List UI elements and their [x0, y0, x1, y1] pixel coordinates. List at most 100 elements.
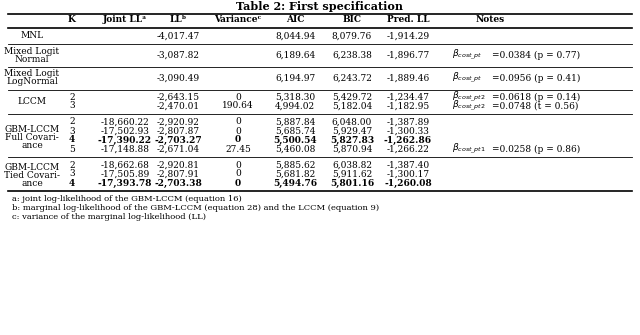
- Text: 5,460.08: 5,460.08: [275, 144, 315, 153]
- Text: ance: ance: [21, 180, 43, 189]
- Text: 190.64: 190.64: [222, 102, 254, 111]
- Text: -1,300.17: -1,300.17: [387, 170, 429, 179]
- Text: -1,387.40: -1,387.40: [387, 160, 429, 170]
- Text: 27.45: 27.45: [225, 144, 251, 153]
- Text: =0.0258 (p = 0.86): =0.0258 (p = 0.86): [492, 144, 580, 153]
- Text: 5,929.47: 5,929.47: [332, 127, 372, 135]
- Text: 3: 3: [69, 170, 75, 179]
- Text: 5,318.30: 5,318.30: [275, 92, 315, 102]
- Text: -18,660.22: -18,660.22: [100, 118, 149, 127]
- Text: -1,266.22: -1,266.22: [387, 144, 429, 153]
- Text: 5,685.74: 5,685.74: [275, 127, 316, 135]
- Text: Varianceᶜ: Varianceᶜ: [214, 14, 262, 23]
- Text: -1,889.46: -1,889.46: [387, 73, 429, 82]
- Text: 4: 4: [69, 135, 75, 144]
- Text: K: K: [68, 14, 76, 23]
- Text: -17,505.89: -17,505.89: [100, 170, 150, 179]
- Text: -2,920.81: -2,920.81: [157, 160, 200, 170]
- Text: 5,827.83: 5,827.83: [330, 135, 374, 144]
- Text: 5,494.76: 5,494.76: [273, 179, 317, 188]
- Text: 2: 2: [69, 118, 75, 127]
- Text: -2,920.92: -2,920.92: [157, 118, 200, 127]
- Text: 0: 0: [235, 179, 241, 188]
- Text: 3: 3: [69, 127, 75, 135]
- Text: a: joint log-likelihood of the GBM-LCCM (equation 16): a: joint log-likelihood of the GBM-LCCM …: [12, 195, 242, 203]
- Text: 5,429.72: 5,429.72: [332, 92, 372, 102]
- Text: =0.0618 (p = 0.14): =0.0618 (p = 0.14): [492, 92, 580, 102]
- Text: -2,703.38: -2,703.38: [154, 179, 202, 188]
- Text: b: marginal log-likelihood of the GBM-LCCM (equation 28) and the LCCM (equation : b: marginal log-likelihood of the GBM-LC…: [12, 204, 379, 212]
- Text: MNL: MNL: [20, 31, 44, 41]
- Text: 6,243.72: 6,243.72: [332, 73, 372, 82]
- Text: BIC: BIC: [342, 14, 362, 23]
- Text: -17,148.88: -17,148.88: [100, 144, 150, 153]
- Text: -1,300.33: -1,300.33: [387, 127, 429, 135]
- Text: 5,885.62: 5,885.62: [275, 160, 315, 170]
- Text: -1,387.89: -1,387.89: [387, 118, 429, 127]
- Text: 4: 4: [69, 179, 75, 188]
- Text: 5,681.82: 5,681.82: [275, 170, 315, 179]
- Text: -2,671.04: -2,671.04: [156, 144, 200, 153]
- Text: GBM-LCCM: GBM-LCCM: [4, 125, 60, 134]
- Text: ance: ance: [21, 141, 43, 150]
- Text: -1,914.29: -1,914.29: [387, 31, 429, 41]
- Text: 5,887.84: 5,887.84: [275, 118, 315, 127]
- Text: Full Covari-: Full Covari-: [5, 133, 59, 142]
- Text: 5,500.54: 5,500.54: [273, 135, 317, 144]
- Text: 8,044.94: 8,044.94: [275, 31, 315, 41]
- Text: =0.0956 (p = 0.41): =0.0956 (p = 0.41): [492, 73, 580, 82]
- Text: 0: 0: [235, 160, 241, 170]
- Text: -4,017.47: -4,017.47: [156, 31, 200, 41]
- Text: 0: 0: [235, 170, 241, 179]
- Text: $\beta_{cost\_pt}$: $\beta_{cost\_pt}$: [452, 71, 483, 85]
- Text: Notes: Notes: [476, 14, 504, 23]
- Text: 5,182.04: 5,182.04: [332, 102, 372, 111]
- Text: GBM-LCCM: GBM-LCCM: [4, 163, 60, 173]
- Text: -2,703.27: -2,703.27: [154, 135, 202, 144]
- Text: -3,090.49: -3,090.49: [156, 73, 200, 82]
- Text: Pred. LL: Pred. LL: [387, 14, 429, 23]
- Text: -17,502.93: -17,502.93: [100, 127, 149, 135]
- Text: 5,801.16: 5,801.16: [330, 179, 374, 188]
- Text: 0: 0: [235, 118, 241, 127]
- Text: -1,896.77: -1,896.77: [387, 51, 429, 60]
- Text: $\beta_{cost\_pt1}$: $\beta_{cost\_pt1}$: [452, 142, 486, 156]
- Text: -1,260.08: -1,260.08: [384, 179, 432, 188]
- Text: 6,189.64: 6,189.64: [275, 51, 315, 60]
- Text: Mixed Logit: Mixed Logit: [4, 47, 60, 56]
- Text: -2,807.87: -2,807.87: [156, 127, 200, 135]
- Text: -1,234.47: -1,234.47: [387, 92, 429, 102]
- Text: =0.0748 (t = 0.56): =0.0748 (t = 0.56): [492, 102, 579, 111]
- Text: 0: 0: [235, 92, 241, 102]
- Text: Normal: Normal: [15, 55, 49, 64]
- Text: -17,390.22: -17,390.22: [98, 135, 152, 144]
- Text: -3,087.82: -3,087.82: [157, 51, 200, 60]
- Text: 8,079.76: 8,079.76: [332, 31, 372, 41]
- Text: $\beta_{cost\_pt2}$: $\beta_{cost\_pt2}$: [452, 90, 486, 104]
- Text: LLᵇ: LLᵇ: [170, 14, 187, 23]
- Text: 5,870.94: 5,870.94: [332, 144, 372, 153]
- Text: AIC: AIC: [286, 14, 304, 23]
- Text: -2,470.01: -2,470.01: [156, 102, 200, 111]
- Text: -17,393.78: -17,393.78: [98, 179, 152, 188]
- Text: 0: 0: [235, 135, 241, 144]
- Text: 2: 2: [69, 160, 75, 170]
- Text: -2,643.15: -2,643.15: [156, 92, 200, 102]
- Text: c: variance of the marginal log-likelihood (LL): c: variance of the marginal log-likeliho…: [12, 213, 206, 221]
- Text: 0: 0: [235, 127, 241, 135]
- Text: -2,807.91: -2,807.91: [156, 170, 200, 179]
- Text: Tied Covari-: Tied Covari-: [4, 172, 60, 181]
- Text: -18,662.68: -18,662.68: [100, 160, 149, 170]
- Text: 5,911.62: 5,911.62: [332, 170, 372, 179]
- Text: 6,048.00: 6,048.00: [332, 118, 372, 127]
- Text: 5: 5: [69, 144, 75, 153]
- Text: LogNormal: LogNormal: [6, 77, 58, 86]
- Text: =0.0384 (p = 0.77): =0.0384 (p = 0.77): [492, 51, 580, 60]
- Text: 2: 2: [69, 92, 75, 102]
- Text: 6,238.38: 6,238.38: [332, 51, 372, 60]
- Text: -1,182.95: -1,182.95: [387, 102, 429, 111]
- Text: 4,994.02: 4,994.02: [275, 102, 315, 111]
- Text: 3: 3: [69, 102, 75, 111]
- Text: -1,262.86: -1,262.86: [384, 135, 432, 144]
- Text: 6,038.82: 6,038.82: [332, 160, 372, 170]
